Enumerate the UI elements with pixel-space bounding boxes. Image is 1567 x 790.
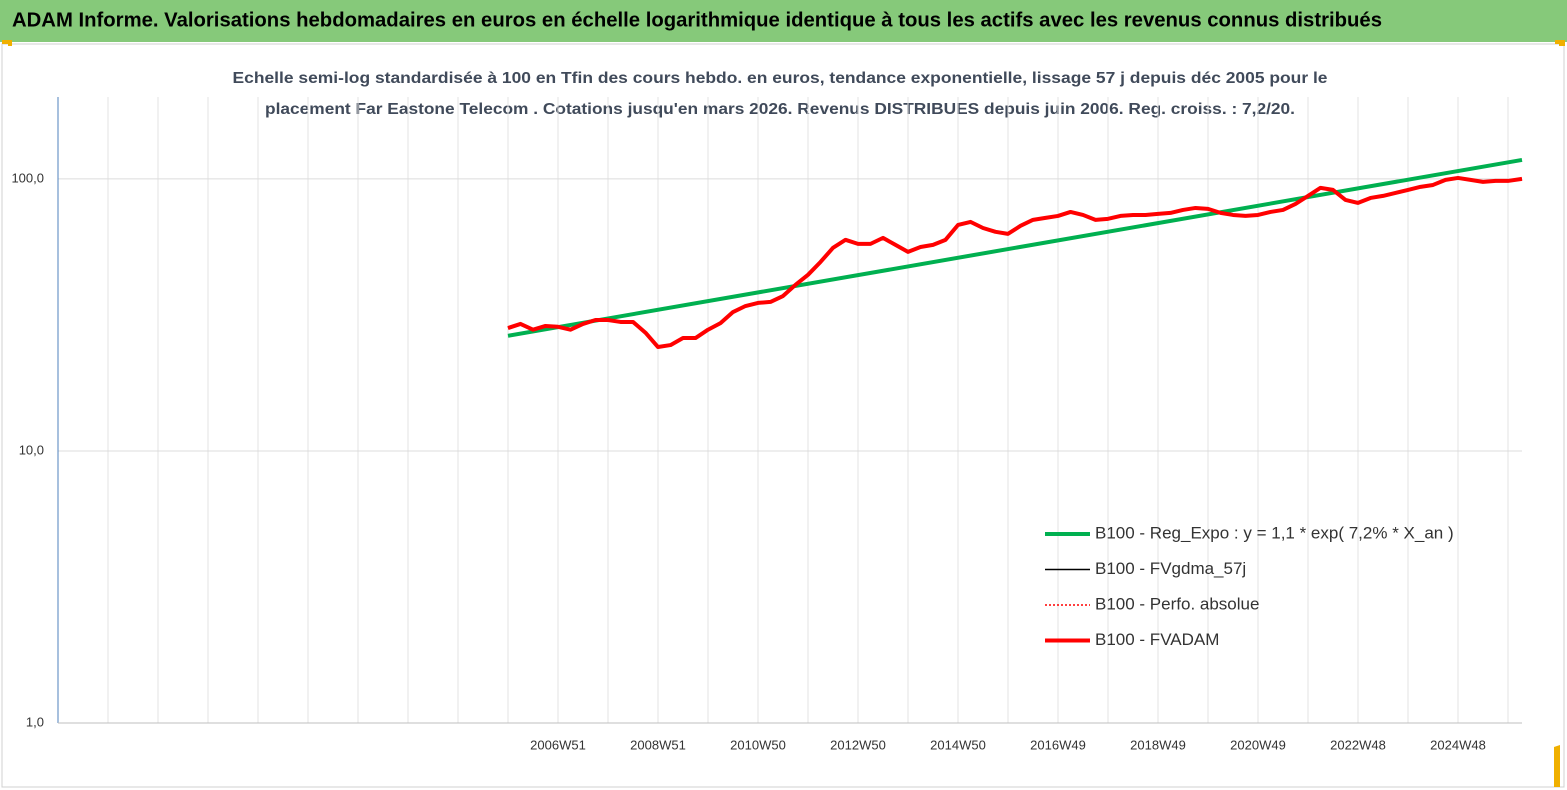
legend-label: B100 - Reg_Expo : y = 1,1 * exp( 7,2% * … [1095, 523, 1454, 542]
y-tick-label: 100,0 [11, 170, 44, 185]
x-tick-label: 2008W51 [630, 737, 686, 752]
x-tick-label: 2014W50 [930, 737, 986, 752]
x-tick-label: 2024W48 [1430, 737, 1486, 752]
legend-label: B100 - FVgdma_57j [1095, 559, 1246, 578]
header-bar [0, 0, 1567, 42]
x-tick-label: 2018W49 [1130, 737, 1186, 752]
header-title: ADAM Informe. Valorisations hebdomadaire… [12, 9, 1382, 31]
corner-mark [1554, 745, 1560, 787]
y-tick-label: 1,0 [26, 714, 44, 729]
x-tick-label: 2022W48 [1330, 737, 1386, 752]
x-tick-label: 2010W50 [730, 737, 786, 752]
series-line [507, 157, 1523, 338]
legend-label: B100 - FVADAM [1095, 630, 1219, 649]
x-tick-label: 2020W49 [1230, 737, 1286, 752]
chart-frame [1, 43, 1565, 788]
chart-title: Echelle semi-log standardisée à 100 en T… [233, 70, 1328, 87]
chart-title: placement Far Eastone Telecom . Cotation… [265, 101, 1295, 118]
x-tick-label: 2016W49 [1030, 737, 1086, 752]
series-line [507, 175, 1523, 350]
x-tick-label: 2006W51 [530, 737, 586, 752]
legend-label: B100 - Perfo. absolue [1095, 594, 1259, 613]
x-tick-label: 2012W50 [830, 737, 886, 752]
y-tick-label: 10,0 [19, 442, 44, 457]
